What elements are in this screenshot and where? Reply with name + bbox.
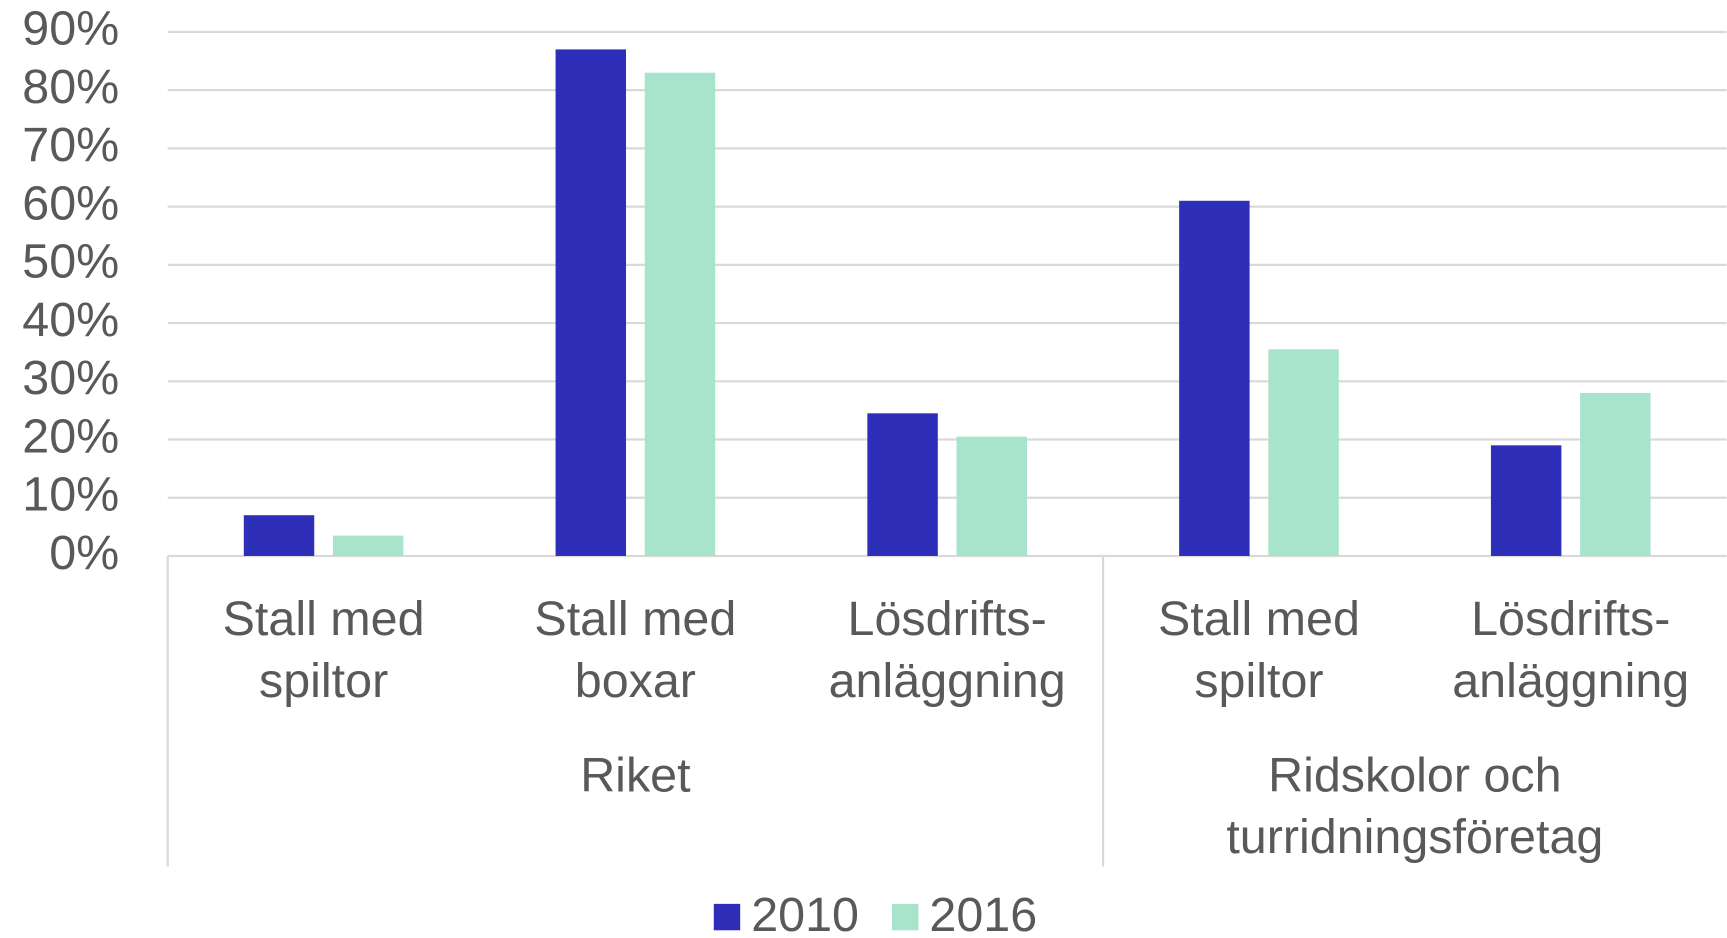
y-tick-label: 10% [22,468,119,522]
x-tick-label: Stall med boxar [479,589,791,721]
legend-swatch [891,903,919,931]
y-tick-label: 50% [22,235,119,289]
y-tick-label: 80% [22,60,119,114]
x-tick-label: Lösdrifts-anläggning [1415,589,1727,721]
x-tick-label-box: Stall med boxar [479,589,791,721]
group-label-box: Ridskolor och turridningsföretag [1103,745,1727,877]
bar [644,72,716,556]
y-tick-label: 70% [22,118,119,172]
group-label-text: Ridskolor och turridningsföretag [1226,748,1604,865]
legend-swatch [713,903,741,931]
legend-label: 2016 [929,888,1037,938]
bar [1268,349,1339,556]
group-label: Riket [168,745,1103,877]
x-tick-label-text: Stall med boxar [534,592,737,708]
y-tick-label: 40% [22,293,119,347]
bar [867,413,938,556]
x-tick-label-box: Stall med spiltor [168,589,480,721]
y-tick-label: 60% [22,176,119,230]
y-tick-label: 20% [22,409,119,463]
bar [956,436,1027,556]
bar [555,49,627,556]
x-tick-label-box: Lösdrifts-anläggning [791,589,1103,721]
x-tick-label-box: Stall med spiltor [1103,589,1415,721]
x-tick-label: Stall med spiltor [168,589,480,721]
bar [332,535,404,556]
x-tick-label: Stall med spiltor [1103,589,1415,721]
bar [1490,445,1562,556]
bar [1580,392,1651,556]
x-tick-label-text: Stall med spiltor [1157,592,1360,708]
x-tick-label-box: Lösdrifts-anläggning [1415,589,1727,721]
x-tick-label-text: Lösdrifts-anläggning [1452,592,1690,708]
y-tick-label: 90% [22,2,119,56]
bar [1179,200,1250,556]
legend-label: 2010 [751,888,859,938]
x-tick-label: Lösdrifts-anläggning [791,589,1103,721]
x-tick-label-text: Stall med spiltor [222,592,425,708]
bar [243,515,315,556]
group-label: Ridskolor och turridningsföretag [1103,745,1727,877]
group-label-text: Riket [580,748,691,803]
y-tick-label: 30% [22,351,119,405]
x-tick-label-text: Lösdrifts-anläggning [828,592,1066,708]
y-tick-label: 0% [49,526,119,580]
group-label-box: Riket [168,745,1103,877]
